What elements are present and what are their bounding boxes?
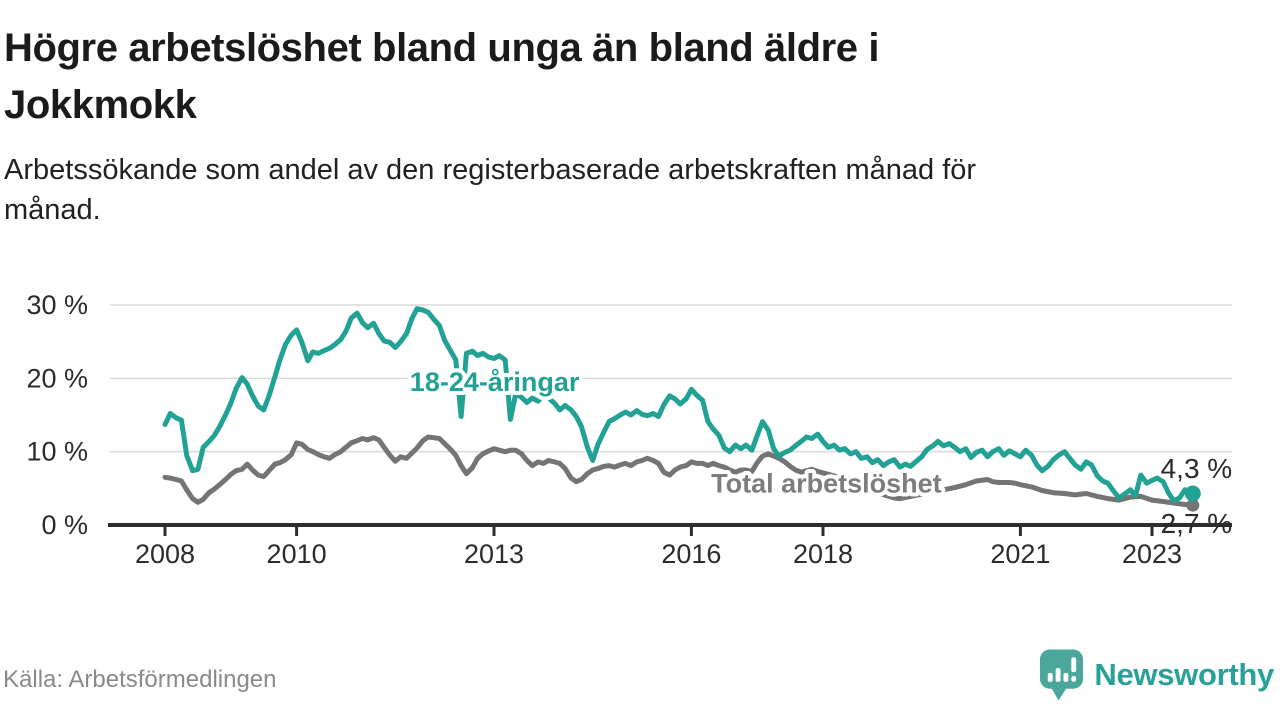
series-end-dot-18-24-åringar bbox=[1184, 485, 1201, 502]
page-subtitle-line-1: Arbetssökande som andel av den registerb… bbox=[4, 153, 977, 186]
x-tick-label: 2010 bbox=[267, 539, 327, 569]
x-tick-label: 2013 bbox=[464, 539, 524, 569]
chart-annotation: 18-24-åringar bbox=[410, 367, 580, 397]
series-line-18-24-åringar bbox=[162, 306, 1196, 504]
y-tick-label: 30 % bbox=[26, 290, 88, 320]
x-tick-label: 2021 bbox=[990, 539, 1050, 569]
source-note: Källa: Arbetsförmedlingen bbox=[3, 666, 277, 693]
x-tick-label: 2016 bbox=[661, 539, 721, 569]
newsworthy-brand: Newsworthy bbox=[1038, 648, 1274, 702]
y-tick-label: 20 % bbox=[26, 363, 88, 393]
chart-annotation: 4,3 % bbox=[1161, 453, 1233, 484]
series-end-dot-Total arbetslöshet bbox=[1186, 498, 1200, 512]
brand-name: Newsworthy bbox=[1094, 657, 1274, 692]
x-tick-label: 2008 bbox=[135, 539, 195, 569]
chart-header: Högre arbetslöshet bland unga än bland ä… bbox=[4, 20, 1214, 230]
y-tick-label: 0 % bbox=[41, 510, 88, 540]
chart-annotation: Total arbetslöshet bbox=[711, 469, 942, 499]
newsworthy-logo-icon bbox=[1040, 649, 1084, 701]
series-line-Total arbetslöshet bbox=[162, 434, 1196, 508]
page-title-line-1: Högre arbetslöshet bland unga än bland ä… bbox=[4, 26, 880, 70]
y-tick-label: 10 % bbox=[26, 437, 88, 467]
x-tick-label: 2018 bbox=[793, 539, 853, 569]
page-subtitle-line-2: månad. bbox=[4, 193, 101, 226]
page-title-line-2: Jokkmokk bbox=[4, 82, 197, 127]
page-subtitle: Arbetssökande som andel av den registerb… bbox=[4, 150, 1214, 230]
chart-annotation: 2,7 % bbox=[1161, 508, 1233, 539]
page-title: Högre arbetslöshet bland unga än bland ä… bbox=[4, 20, 1214, 134]
x-tick-label: 2023 bbox=[1122, 539, 1182, 569]
